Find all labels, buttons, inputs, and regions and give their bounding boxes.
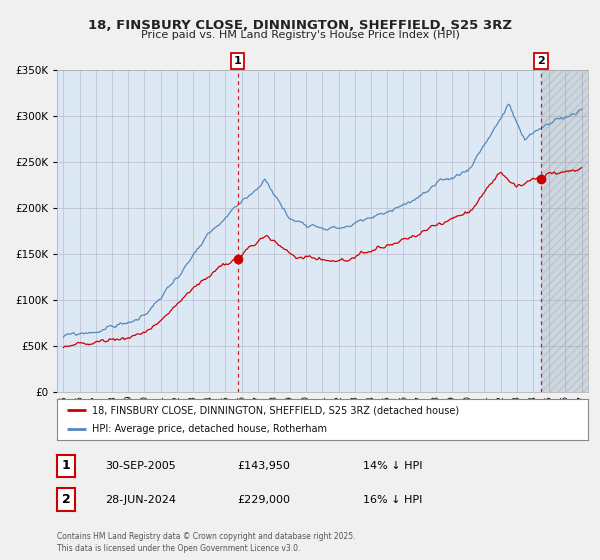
Text: £143,950: £143,950 (237, 461, 290, 471)
Text: 18, FINSBURY CLOSE, DINNINGTON, SHEFFIELD, S25 3RZ (detached house): 18, FINSBURY CLOSE, DINNINGTON, SHEFFIEL… (92, 405, 458, 415)
Text: 14% ↓ HPI: 14% ↓ HPI (363, 461, 422, 471)
Text: 2: 2 (62, 493, 70, 506)
Text: 1: 1 (62, 459, 70, 473)
Text: 2: 2 (537, 56, 545, 66)
Text: 16% ↓ HPI: 16% ↓ HPI (363, 494, 422, 505)
Text: Contains HM Land Registry data © Crown copyright and database right 2025.
This d: Contains HM Land Registry data © Crown c… (57, 533, 355, 553)
Text: 30-SEP-2005: 30-SEP-2005 (105, 461, 176, 471)
Text: £229,000: £229,000 (237, 494, 290, 505)
Bar (541, 70, 590, 392)
Text: 1: 1 (233, 56, 241, 66)
Text: Price paid vs. HM Land Registry's House Price Index (HPI): Price paid vs. HM Land Registry's House … (140, 30, 460, 40)
Text: 18, FINSBURY CLOSE, DINNINGTON, SHEFFIELD, S25 3RZ: 18, FINSBURY CLOSE, DINNINGTON, SHEFFIEL… (88, 18, 512, 32)
Text: 28-JUN-2024: 28-JUN-2024 (105, 494, 176, 505)
Text: HPI: Average price, detached house, Rotherham: HPI: Average price, detached house, Roth… (92, 424, 326, 433)
